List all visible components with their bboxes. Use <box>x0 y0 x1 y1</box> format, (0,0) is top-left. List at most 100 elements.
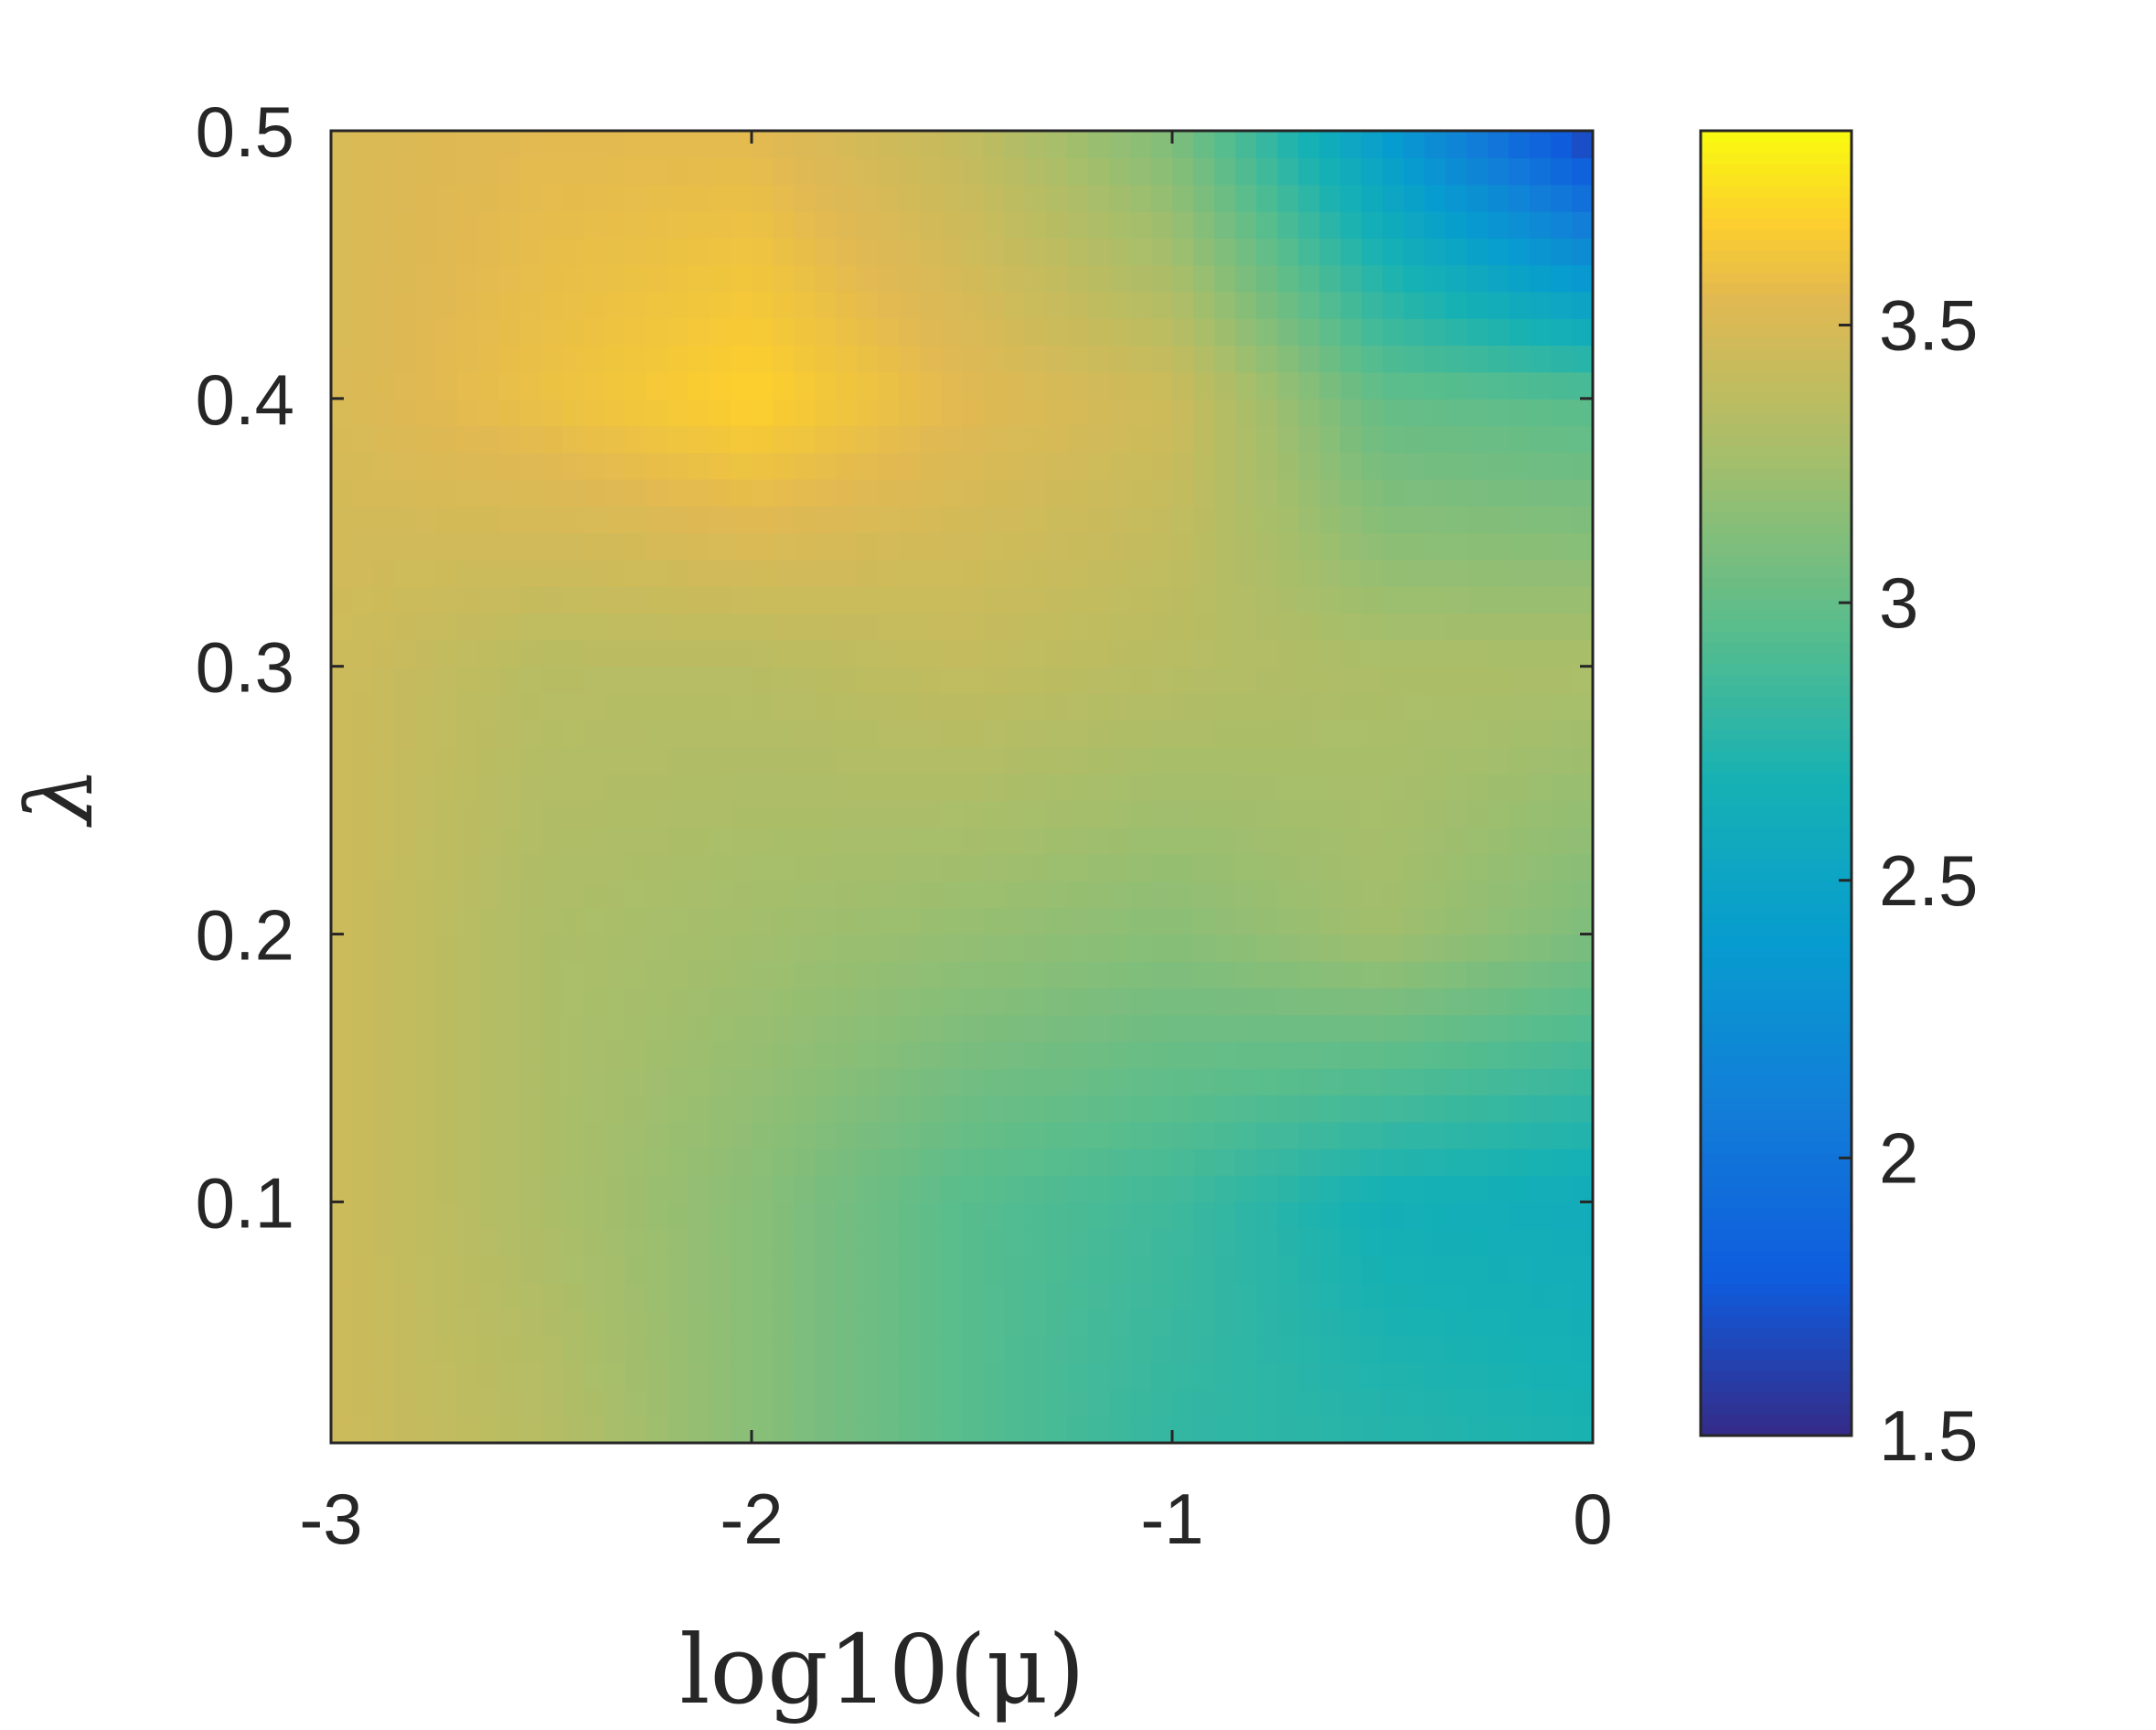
heatmap-cell <box>1509 773 1531 801</box>
heatmap-cell <box>1340 345 1362 373</box>
heatmap-cell <box>541 960 563 988</box>
heatmap-cell <box>1467 800 1489 828</box>
heatmap-cell <box>1509 1308 1531 1337</box>
heatmap-cell <box>983 773 1005 801</box>
heatmap-cell <box>1488 960 1510 988</box>
heatmap-cell <box>1361 1121 1383 1149</box>
heatmap-cell <box>562 934 584 962</box>
heatmap-cell <box>1572 157 1594 186</box>
heatmap-cell <box>794 425 816 454</box>
colorbar-band <box>1701 543 1852 556</box>
heatmap-cell <box>920 1148 942 1176</box>
heatmap-cell <box>457 425 479 454</box>
heatmap-cell <box>1319 345 1341 373</box>
heatmap-cell <box>1004 532 1026 561</box>
heatmap-cell <box>1551 1148 1573 1176</box>
heatmap-cell <box>1446 1095 1468 1123</box>
heatmap-cell <box>1151 907 1173 935</box>
heatmap-cell <box>1530 1175 1552 1203</box>
heatmap-cell <box>436 238 458 266</box>
heatmap-cell <box>415 1175 437 1203</box>
heatmap-cell <box>331 1335 353 1363</box>
heatmap-cell <box>836 1415 858 1444</box>
heatmap-cell <box>983 934 1005 962</box>
heatmap-cell <box>478 478 500 507</box>
heatmap-cell <box>710 425 731 454</box>
heatmap-cell <box>1467 720 1489 748</box>
colorbar-band <box>1701 229 1852 240</box>
heatmap-cell <box>499 157 521 186</box>
heatmap-cell <box>1109 960 1131 988</box>
heatmap-cell <box>1172 1121 1194 1149</box>
heatmap-cell <box>941 157 963 186</box>
heatmap-cell <box>373 934 395 962</box>
heatmap-cell <box>562 452 584 480</box>
heatmap-cell <box>836 800 858 828</box>
heatmap-cell <box>1361 1282 1383 1310</box>
heatmap-cell <box>1530 881 1552 909</box>
heatmap-cell <box>1551 1041 1573 1069</box>
heatmap-cell <box>625 1362 647 1391</box>
heatmap-cell <box>1298 853 1320 881</box>
heatmap-cell <box>1530 131 1552 159</box>
heatmap-cell <box>815 773 837 801</box>
heatmap-cell <box>1361 853 1383 881</box>
heatmap-cell <box>815 532 837 561</box>
heatmap-cell <box>1488 853 1510 881</box>
heatmap-cell <box>1425 1282 1446 1310</box>
heatmap-cell <box>1572 1389 1594 1417</box>
heatmap-cell <box>1404 345 1425 373</box>
heatmap-cell <box>1109 693 1131 721</box>
heatmap-cell <box>1256 639 1278 667</box>
heatmap-cell <box>1530 1255 1552 1284</box>
heatmap-cell <box>394 291 416 319</box>
heatmap-cell <box>1361 1175 1383 1203</box>
heatmap-cell <box>688 960 710 988</box>
heatmap-cell <box>1193 131 1215 159</box>
heatmap-cell <box>562 585 584 614</box>
heatmap-cell <box>1551 773 1573 801</box>
heatmap-cell <box>1298 827 1320 855</box>
heatmap-cell <box>1340 478 1362 507</box>
heatmap-cell <box>1193 506 1215 534</box>
heatmap-cell <box>1425 1415 1446 1444</box>
heatmap-cell <box>352 960 374 988</box>
heatmap-cell <box>562 1068 584 1096</box>
heatmap-cell <box>920 318 942 347</box>
heatmap-cell <box>1004 506 1026 534</box>
heatmap-cell <box>1193 960 1215 988</box>
heatmap-cell <box>731 184 752 212</box>
heatmap-cell <box>878 1282 900 1310</box>
heatmap-cell <box>752 345 774 373</box>
x-tick-label: -1 <box>1140 1479 1203 1559</box>
heatmap-cell <box>857 639 879 667</box>
heatmap-cell <box>899 371 921 400</box>
heatmap-cell <box>373 157 395 186</box>
heatmap-cell <box>331 318 353 347</box>
heatmap-cell <box>541 1308 563 1337</box>
heatmap-cell <box>1151 746 1173 774</box>
heatmap-cell <box>436 907 458 935</box>
heatmap-cell <box>1256 1095 1278 1123</box>
heatmap-cell <box>1067 881 1089 909</box>
heatmap-cell <box>1404 853 1425 881</box>
heatmap-cell <box>352 532 374 561</box>
heatmap-cell <box>457 264 479 293</box>
heatmap-cell <box>1004 853 1026 881</box>
heatmap-cell <box>815 371 837 400</box>
heatmap-cell <box>752 425 774 454</box>
heatmap-cell <box>1298 264 1320 293</box>
heatmap-cell <box>583 1148 605 1176</box>
heatmap-cell <box>752 1415 774 1444</box>
heatmap-cell <box>1109 425 1131 454</box>
heatmap-cell <box>1467 238 1489 266</box>
heatmap-cell <box>1004 746 1026 774</box>
heatmap-cell <box>1340 1014 1362 1042</box>
heatmap-cell <box>815 1148 837 1176</box>
heatmap-cell <box>710 666 731 694</box>
heatmap-cell <box>773 425 795 454</box>
heatmap-cell <box>1509 532 1531 561</box>
heatmap-cell <box>1467 613 1489 641</box>
heatmap-cell <box>541 934 563 962</box>
heatmap-cell <box>1551 398 1573 426</box>
